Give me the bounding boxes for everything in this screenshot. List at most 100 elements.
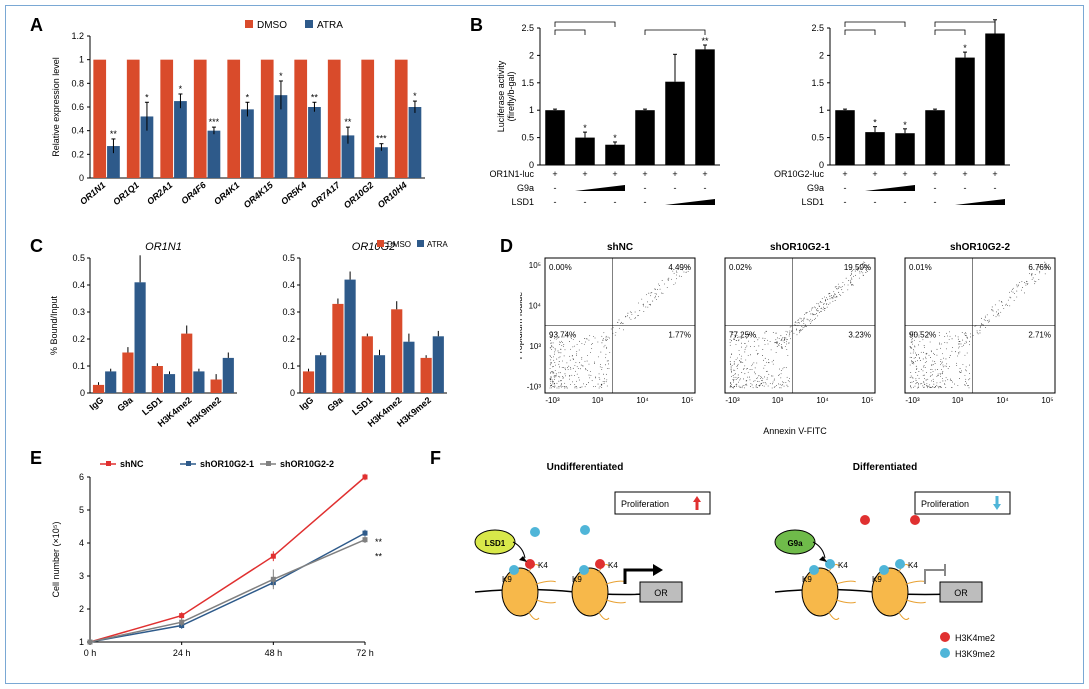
panel-a-label: A [30, 15, 43, 36]
svg-text:**: ** [991, 18, 999, 21]
svg-text:*: * [246, 92, 250, 102]
svg-text:77.25%: 77.25% [729, 331, 756, 340]
svg-text:0.01%: 0.01% [909, 263, 932, 272]
svg-text:Proliferation: Proliferation [621, 499, 669, 509]
panel-d: shNC0.00%4.49%93.74%1.77%-10³10³10⁴10⁵-1… [520, 238, 1070, 438]
svg-text:-: - [614, 197, 617, 207]
svg-text:G9a: G9a [787, 539, 803, 548]
svg-text:10⁴: 10⁴ [996, 396, 1009, 405]
svg-text:+: + [612, 169, 617, 179]
svg-text:OR: OR [654, 588, 668, 598]
svg-text:48 h: 48 h [265, 648, 283, 658]
svg-text:2.5: 2.5 [521, 23, 534, 33]
svg-text:-10³: -10³ [905, 396, 920, 405]
svg-text:3: 3 [79, 571, 84, 581]
svg-text:shNC: shNC [120, 459, 144, 469]
svg-text:+: + [932, 169, 937, 179]
svg-text:LSD1: LSD1 [801, 197, 824, 207]
svg-text:+: + [842, 169, 847, 179]
svg-text:-: - [934, 197, 937, 207]
svg-text:K9: K9 [572, 575, 582, 584]
svg-text:0.2: 0.2 [282, 334, 295, 344]
svg-text:0: 0 [80, 388, 85, 398]
svg-text:K9: K9 [502, 575, 512, 584]
svg-text:LSD1: LSD1 [485, 539, 506, 548]
svg-text:OR1N1: OR1N1 [78, 180, 107, 207]
svg-text:OR4K15: OR4K15 [242, 179, 276, 210]
svg-text:4: 4 [79, 538, 84, 548]
svg-text:***: *** [376, 134, 387, 144]
svg-text:OR5K4: OR5K4 [279, 180, 308, 207]
svg-text:+: + [552, 169, 557, 179]
svg-text:shOR10G2-2: shOR10G2-2 [280, 459, 334, 469]
svg-text:OR10G2-luc: OR10G2-luc [774, 169, 825, 179]
svg-text:10³: 10³ [952, 396, 964, 405]
svg-text:K4: K4 [608, 561, 618, 570]
svg-text:DMSO: DMSO [387, 240, 411, 249]
svg-text:-: - [704, 183, 707, 193]
svg-text:OR1Q1: OR1Q1 [111, 180, 141, 207]
svg-text:OR4F6: OR4F6 [179, 179, 208, 206]
svg-text:10⁴: 10⁴ [529, 301, 542, 310]
svg-text:3.23%: 3.23% [848, 331, 871, 340]
svg-text:1.5: 1.5 [521, 78, 534, 88]
svg-text:93.74%: 93.74% [549, 331, 576, 340]
svg-text:0.5: 0.5 [282, 253, 295, 263]
svg-text:0.8: 0.8 [71, 78, 84, 88]
panel-e-label: E [30, 448, 42, 469]
svg-text:0: 0 [79, 173, 84, 183]
svg-text:10⁵: 10⁵ [681, 396, 693, 405]
svg-text:*: * [179, 84, 183, 94]
svg-text:0.3: 0.3 [72, 307, 85, 317]
svg-text:0.2: 0.2 [72, 334, 85, 344]
svg-text:+: + [642, 169, 647, 179]
svg-text:-: - [554, 183, 557, 193]
panel-b-label: B [470, 15, 483, 36]
svg-text:IgG: IgG [87, 395, 105, 412]
svg-text:90.52%: 90.52% [909, 331, 936, 340]
svg-text:OR7A17: OR7A17 [309, 179, 343, 210]
svg-text:0.1: 0.1 [282, 361, 295, 371]
panel-c-label: C [30, 236, 43, 257]
panel-c: OR1N100.10.20.30.40.5% Bound/InputIgGG9a… [45, 238, 475, 438]
svg-text:Cell number (×10⁵): Cell number (×10⁵) [51, 521, 61, 597]
svg-text:*: * [963, 43, 967, 53]
panel-d-label: D [500, 236, 513, 257]
svg-text:+: + [872, 169, 877, 179]
svg-text:OR10H4: OR10H4 [376, 180, 409, 210]
svg-text:DMSO: DMSO [257, 20, 287, 31]
svg-text:10³: 10³ [529, 342, 541, 351]
svg-text:Undifferentiated: Undifferentiated [547, 462, 624, 473]
svg-text:*: * [903, 120, 907, 130]
svg-text:-: - [844, 183, 847, 193]
svg-text:10⁴: 10⁴ [636, 396, 649, 405]
svg-text:G9a: G9a [517, 183, 534, 193]
svg-text:K9: K9 [872, 575, 882, 584]
svg-text:0.02%: 0.02% [729, 263, 752, 272]
svg-text:0.4: 0.4 [282, 280, 295, 290]
panel-b: 00.511.522.5Luciferase activity(firefly/… [490, 18, 1070, 223]
svg-text:1.5: 1.5 [811, 78, 824, 88]
svg-text:shOR10G2-2: shOR10G2-2 [950, 242, 1010, 253]
svg-text:K4: K4 [908, 561, 918, 570]
svg-text:+: + [962, 169, 967, 179]
svg-text:-: - [674, 183, 677, 193]
svg-text:4.49%: 4.49% [668, 263, 691, 272]
svg-text:*: * [145, 92, 149, 102]
svg-text:+: + [992, 169, 997, 179]
svg-text:2: 2 [529, 50, 534, 60]
svg-text:10⁵: 10⁵ [1041, 396, 1053, 405]
svg-text:(firefly/b-gal): (firefly/b-gal) [506, 71, 516, 121]
svg-text:+: + [672, 169, 677, 179]
svg-text:LSD1: LSD1 [140, 395, 164, 417]
svg-text:-: - [644, 183, 647, 193]
svg-text:10⁵: 10⁵ [529, 261, 541, 270]
svg-text:Luciferase activity: Luciferase activity [496, 60, 506, 132]
svg-text:10⁴: 10⁴ [816, 396, 829, 405]
svg-text:0.1: 0.1 [72, 361, 85, 371]
svg-text:2: 2 [79, 604, 84, 614]
svg-text:1: 1 [529, 105, 534, 115]
svg-text:-: - [904, 197, 907, 207]
svg-text:-: - [554, 197, 557, 207]
svg-text:shOR10G2-1: shOR10G2-1 [770, 242, 830, 253]
